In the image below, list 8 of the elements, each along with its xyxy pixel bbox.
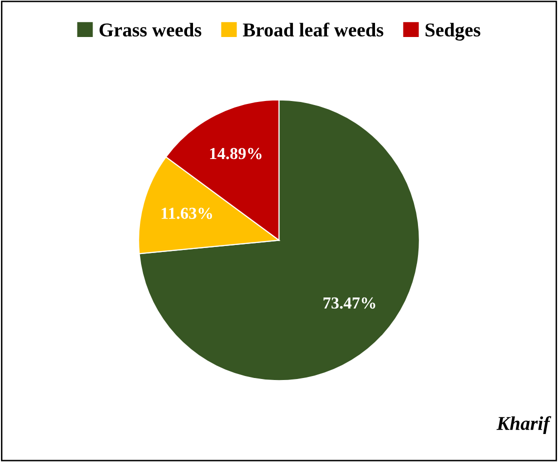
legend-label: Grass weeds — [100, 22, 202, 37]
data-label: 73.47% — [324, 297, 376, 309]
data-label: 11.63% — [162, 208, 212, 220]
legend-label: Sedges — [426, 22, 480, 41]
pie-slice — [138, 99, 420, 382]
text: Kharif — [496, 416, 552, 434]
legend-label: Broad leaf weeds — [242, 22, 384, 37]
data-label: 14.89% — [210, 148, 262, 160]
